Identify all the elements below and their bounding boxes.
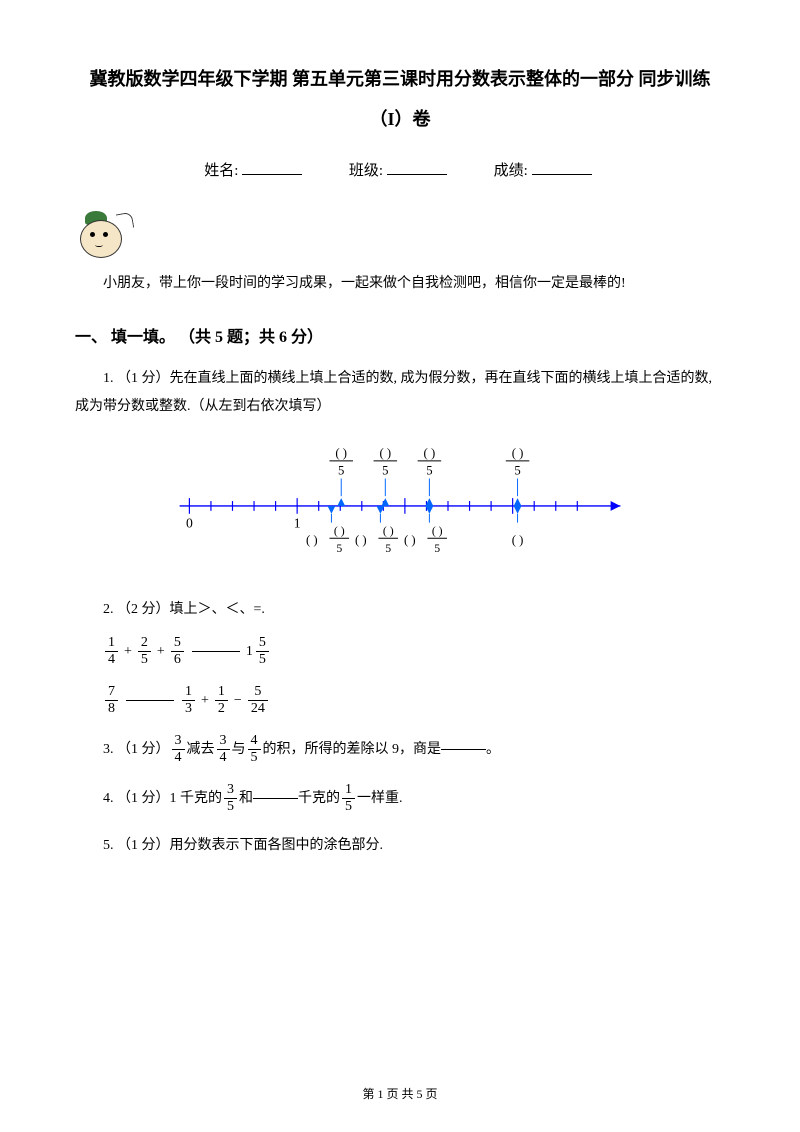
section-1-heading: 一、 填一填。 （共 5 题；共 6 分） [75, 323, 725, 347]
question-2a: 14 + 25 + 56 1 55 [75, 636, 725, 667]
question-2b: 78 13 + 12 − 524 [75, 685, 725, 716]
svg-text:5: 5 [385, 542, 391, 555]
svg-text:( ): ( ) [379, 446, 391, 460]
mascot-icon [75, 205, 135, 265]
svg-text:( ): ( ) [383, 525, 394, 538]
svg-text:( ): ( ) [334, 525, 345, 538]
class-label: 班级: [349, 163, 383, 179]
q2b-blank[interactable] [126, 700, 174, 701]
svg-text:5: 5 [426, 464, 432, 478]
svg-text:( ): ( ) [404, 533, 416, 547]
svg-text:5: 5 [336, 542, 342, 555]
svg-text:5: 5 [434, 542, 440, 555]
student-info-row: 姓名: 班级: 成绩: [75, 159, 725, 180]
svg-text:( ): ( ) [355, 533, 367, 547]
q4-blank[interactable] [253, 798, 298, 799]
svg-text:5: 5 [382, 464, 388, 478]
score-blank[interactable] [532, 174, 592, 175]
question-3: 3. （1 分） 34 减去 34 与 45 的积，所得的差除以 9，商是 。 [75, 734, 725, 765]
q2a-blank[interactable] [192, 651, 240, 652]
svg-text:( ): ( ) [335, 446, 347, 460]
question-4: 4. （1 分）1 千克的 35 和 千克的 15 一样重. [75, 783, 725, 814]
page-footer: 第 1 页 共 5 页 [0, 1085, 800, 1102]
question-2-intro: 2. （2 分）填上＞、＜、=. [75, 596, 725, 624]
svg-text:( ): ( ) [512, 446, 524, 460]
question-5: 5. （1 分）用分数表示下面各图中的涂色部分. [75, 832, 725, 860]
score-label: 成绩: [494, 163, 528, 179]
name-blank[interactable] [242, 174, 302, 175]
page-title: 冀教版数学四年级下学期 第五单元第三课时用分数表示整体的一部分 同步训练（I）卷 [75, 60, 725, 139]
svg-text:( ): ( ) [424, 446, 436, 460]
svg-text:5: 5 [338, 464, 344, 478]
question-1: 1. （1 分）先在直线上面的横线上填上合适的数, 成为假分数，再在直线下面的横… [75, 365, 725, 421]
svg-text:0: 0 [186, 516, 193, 531]
class-blank[interactable] [387, 174, 447, 175]
svg-text:5: 5 [514, 464, 520, 478]
intro-text: 小朋友，带上你一段时间的学习成果，一起来做个自我检测吧，相信你一定是最棒的! [75, 270, 725, 298]
numberline-figure: 0 1 ( ) 5 ( ) 5 ( ) 5 ( ) 5 ( ) ( ) 5 ( ) ( ) 5 ( ) ( ) 5 (… [75, 436, 725, 571]
svg-text:( ): ( ) [432, 525, 443, 538]
svg-text:1: 1 [294, 516, 301, 531]
svg-text:( ): ( ) [512, 533, 524, 547]
svg-text:( ): ( ) [306, 533, 318, 547]
name-label: 姓名: [204, 163, 238, 179]
q3-blank[interactable] [441, 749, 486, 750]
